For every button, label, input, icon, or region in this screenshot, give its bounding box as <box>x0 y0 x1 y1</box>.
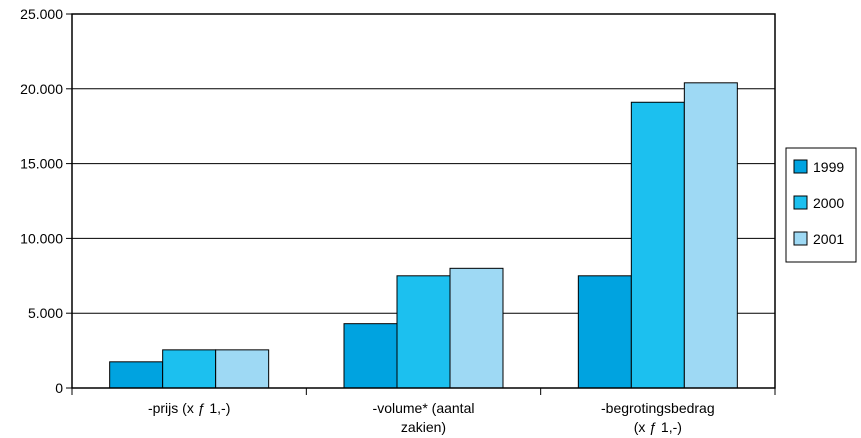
x-category-label-line: -begrotingsbedrag <box>601 400 715 416</box>
x-category-label: -volume* (aantal zakien) <box>373 400 475 435</box>
x-category-label-line: zakien) <box>401 419 446 435</box>
bar-2000 <box>162 349 217 389</box>
bar-2001 <box>449 267 504 389</box>
x-axis: -prijs (x ƒ 1,-) -volume* (aantal zakien)-… <box>71 388 776 435</box>
bars <box>109 82 738 389</box>
x-category-label: -prijs (x ƒ 1,-) <box>148 400 230 416</box>
x-category-label-line: -volume* (aantal <box>373 400 475 416</box>
y-tick-label: 10.000 <box>20 230 63 246</box>
y-tick-label: 25.000 <box>20 6 63 22</box>
y-tick-label: 0 <box>55 380 63 396</box>
bar-2001 <box>683 82 738 389</box>
y-tick-label: 5.000 <box>28 305 63 321</box>
plot-frame <box>71 13 776 389</box>
x-category-label-line: -prijs (x ƒ 1,-) <box>148 400 230 416</box>
bar-1999 <box>577 275 632 389</box>
legend-label: 2000 <box>813 195 844 211</box>
bar-2000 <box>396 275 451 389</box>
x-category-label-line: (x ƒ 1,-) <box>634 419 682 435</box>
bar-1999 <box>343 323 398 389</box>
y-tick-label: 20.000 <box>20 81 63 97</box>
y-tick-label: 15.000 <box>20 156 63 172</box>
legend-swatch-1999 <box>793 159 808 174</box>
legend-label: 2001 <box>813 231 844 247</box>
legend-swatch-2000 <box>793 195 808 210</box>
bar-1999 <box>109 361 164 389</box>
legend-label: 1999 <box>813 159 844 175</box>
y-axis: 0 5.000 10.000 15.000 20.000 25.000 <box>20 6 72 396</box>
bar-2000 <box>630 101 685 389</box>
plot-border <box>71 13 776 389</box>
x-category-label: -begrotingsbedrag (x ƒ 1,-) <box>601 400 715 435</box>
bar-2001 <box>215 349 270 389</box>
legend: 1999 2000 2001 <box>785 147 857 263</box>
legend-swatch-2001 <box>793 231 808 246</box>
